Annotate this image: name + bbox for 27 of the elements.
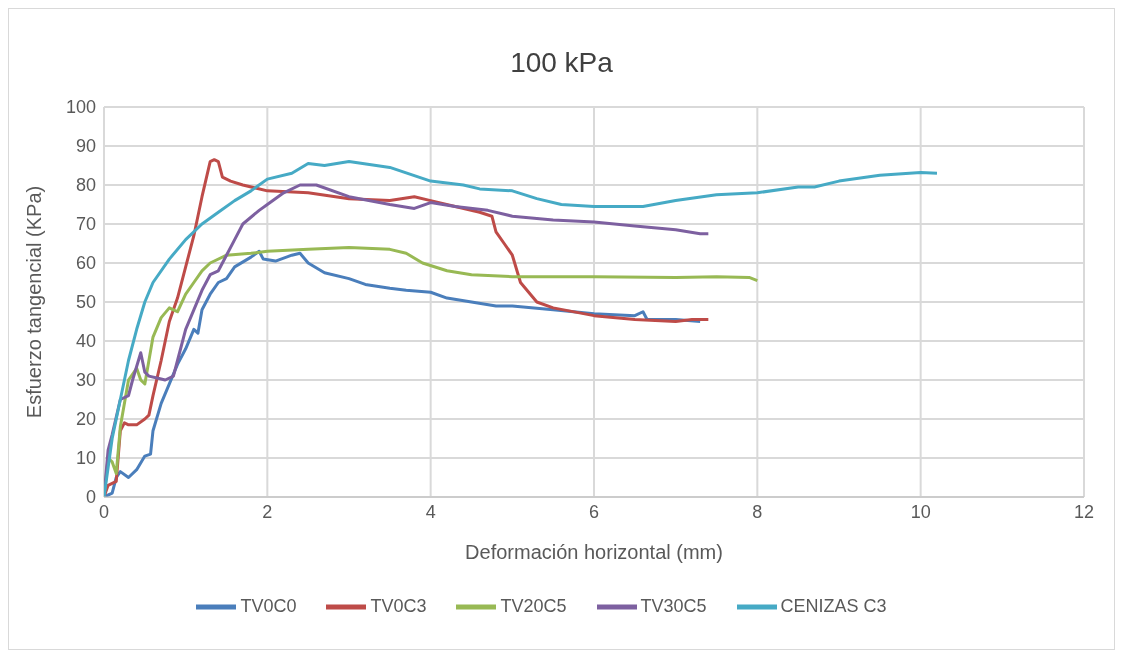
chart-title: 100 kPa bbox=[509, 46, 614, 80]
x-tick-label: 0 bbox=[98, 501, 110, 522]
legend-label: TV0C0 bbox=[240, 595, 297, 616]
x-tick-label: 6 bbox=[588, 501, 600, 522]
y-tick-label: 10 bbox=[75, 448, 96, 469]
y-axis-title: Esfuerzo tangencial (KPa) bbox=[23, 185, 46, 419]
x-tick-label: 2 bbox=[262, 501, 273, 522]
y-tick-label: 70 bbox=[75, 214, 96, 235]
legend-label: TV30C5 bbox=[640, 595, 707, 616]
y-tick-label: 20 bbox=[75, 409, 96, 430]
y-tick-label: 80 bbox=[75, 175, 96, 196]
y-tick-label: 90 bbox=[75, 136, 96, 157]
x-tick-label: 12 bbox=[1073, 501, 1095, 522]
x-tick-label: 4 bbox=[425, 501, 436, 522]
y-tick-label: 50 bbox=[75, 292, 96, 313]
x-axis-title: Deformación horizontal (mm) bbox=[465, 541, 723, 563]
y-tick-label: 100 bbox=[65, 97, 96, 118]
line-series bbox=[104, 160, 939, 497]
legend-label: TV20C5 bbox=[500, 595, 567, 616]
y-tick-label: 30 bbox=[75, 370, 96, 391]
x-tick-label: 8 bbox=[752, 501, 763, 522]
x-tick-label: 10 bbox=[910, 501, 931, 522]
legend-label: TV0C3 bbox=[370, 595, 427, 616]
y-tick-label: 40 bbox=[75, 331, 96, 352]
legend-label: CENIZAS C3 bbox=[780, 595, 887, 616]
y-tick-label: 60 bbox=[75, 253, 96, 274]
y-tick-label: 0 bbox=[85, 487, 96, 508]
